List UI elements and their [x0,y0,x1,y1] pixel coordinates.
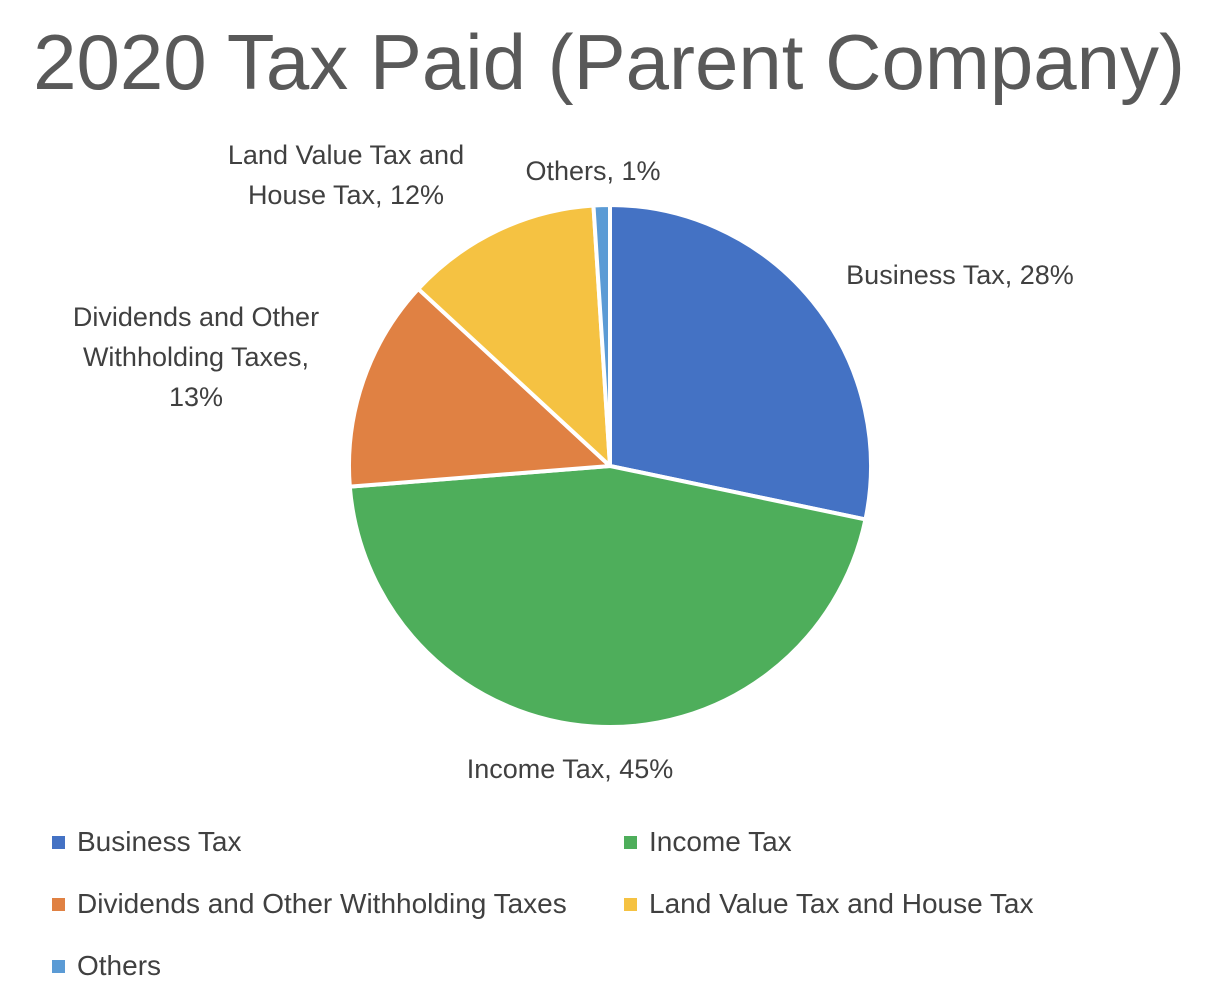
legend-item-land-value-house-tax[interactable]: Land Value Tax and House Tax [624,884,1034,924]
legend-label: Dividends and Other Withholding Taxes [77,888,567,919]
legend-swatch-others [52,959,65,973]
data-label-line: House Tax, 12% [248,180,444,210]
legend-swatch-income-tax [624,835,637,849]
data-label-line: Dividends and Other [73,302,319,332]
legend-item-dividends-withholding[interactable]: Dividends and Other Withholding Taxes [52,884,567,924]
data-label-others: Others, 1% [525,156,660,186]
pie-slice-others[interactable] [591,203,612,468]
legend-label: Land Value Tax and House Tax [649,888,1034,919]
legend-swatch-dividends-withholding [52,897,65,911]
data-label-line: Business Tax, 28% [846,260,1074,290]
data-label-business-tax: Business Tax, 28% [846,260,1074,290]
legend-label: Business Tax [77,826,242,857]
legend-swatch-business-tax [52,835,65,849]
data-label-dividends-and-other-withholding-taxes: Dividends and Other Withholding Taxes, 13% [73,302,319,412]
data-label-line: Others, 1% [525,156,660,186]
pie-slices [347,203,873,729]
data-label-line: Land Value Tax and [228,140,464,170]
pie-slice-land-value-tax-and-house-tax[interactable] [416,203,612,468]
legend-label: Others [77,950,162,981]
legend-item-income-tax[interactable]: Income Tax [624,822,792,862]
data-label-income-tax: Income Tax, 45% [467,754,674,784]
data-label-line: Withholding Taxes, [83,342,309,372]
legend-item-business-tax[interactable]: Business Tax [52,822,241,862]
pie-data-labels: Business Tax, 28% Income Tax, 45% Dividend… [73,140,1074,784]
data-label-line: Income Tax, 45% [467,754,674,784]
data-label-line: 13% [169,382,223,412]
data-label-land-value-tax-and-house-tax: Land Value Tax and House Tax, 12% [228,140,464,210]
chart-title: 2020 Tax Paid (Parent Company) [33,18,1185,106]
pie-slice-business-tax[interactable] [608,203,873,522]
legend-label: Income Tax [649,826,792,857]
pie-slice-dividends-and-other-withholding-taxes[interactable] [347,286,612,489]
legend-swatch-land-value-house-tax [624,897,637,911]
pie-slice-income-tax[interactable] [347,464,868,729]
legend-item-others[interactable]: Others [52,946,161,986]
